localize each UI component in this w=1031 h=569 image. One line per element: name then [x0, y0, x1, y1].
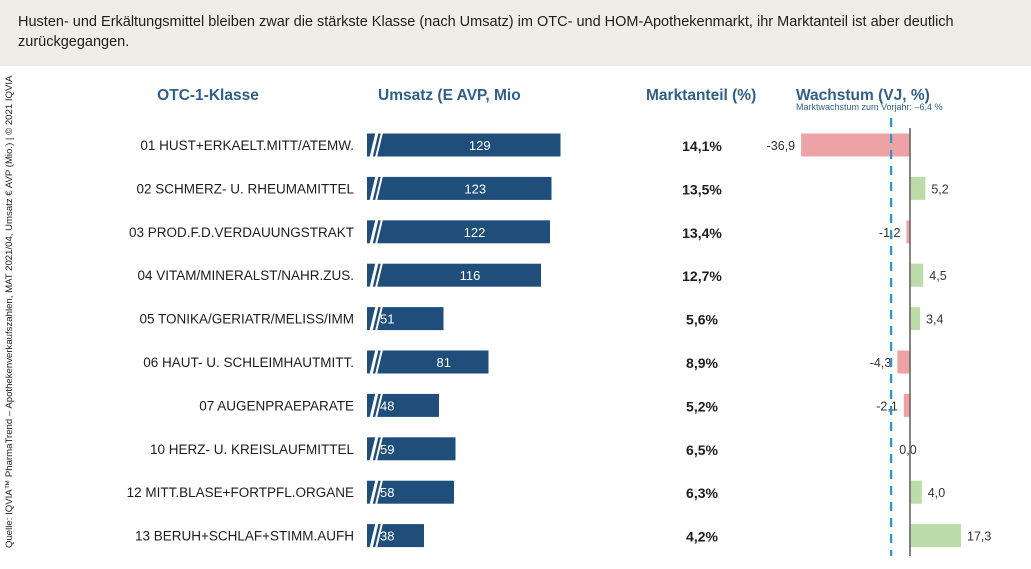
table-row: 05 TONIKA/GERIATR/MELISS/IMM 51 5,6% 3,4	[139, 305, 943, 332]
axis-break-mark	[369, 305, 379, 332]
market-share-value: 5,6%	[686, 312, 718, 328]
market-share-value: 13,5%	[682, 181, 722, 197]
header-share: Marktanteil (%)	[646, 87, 756, 104]
sales-value-label: 48	[380, 398, 394, 413]
category-label: 06 HAUT- U. SCHLEIMHAUTMITT.	[143, 355, 354, 370]
axis-break-mark	[375, 479, 383, 505]
growth-value-label: 5,2	[931, 182, 948, 196]
sales-value-label: 38	[380, 529, 394, 544]
growth-bar	[910, 307, 921, 331]
sales-bar	[367, 133, 561, 157]
axis-break-mark	[369, 435, 379, 462]
table-row: 06 HAUT- U. SCHLEIMHAUTMITT. 81 8,9% -4,3	[143, 349, 910, 375]
growth-bar	[906, 220, 910, 244]
growth-axis	[890, 118, 911, 556]
market-share-value: 8,9%	[686, 355, 718, 371]
table-row: 04 VITAM/MINERALST/NAHR.ZUS. 116 12,7% 4,5	[137, 262, 947, 289]
growth-value-label: -1,2	[879, 226, 901, 240]
market-share-value: 12,7%	[682, 268, 722, 284]
column-headers: OTC-1-Klasse Umsatz (E AVP, Mio Marktant…	[157, 87, 942, 112]
axis-break-mark	[369, 262, 379, 289]
growth-bar	[903, 393, 910, 417]
growth-value-label: 0,0	[899, 443, 916, 457]
category-label: 12 MITT.BLASE+FORTPFL.ORGANE	[127, 485, 354, 500]
sales-value-label: 122	[464, 225, 486, 240]
chart-headline: Husten- und Erkältungsmittel bleiben zwa…	[18, 14, 954, 50]
table-row: 10 HERZ- U. KREISLAUFMITTEL 59 6,5% 0,0	[150, 435, 917, 462]
category-label: 13 BERUH+SCHLAF+STIMM.AUFH	[135, 529, 354, 544]
axis-break-mark	[375, 522, 383, 549]
category-label: 10 HERZ- U. KREISLAUFMITTEL	[150, 442, 355, 457]
sales-bar	[367, 263, 541, 287]
growth-bar	[910, 480, 922, 504]
sales-value-label: 58	[380, 485, 394, 500]
growth-value-label: 4,5	[929, 269, 946, 283]
axis-break-mark	[369, 522, 379, 549]
growth-bar	[897, 350, 910, 374]
sales-value-label: 129	[469, 138, 491, 153]
header-band: Husten- und Erkältungsmittel bleiben zwa…	[0, 0, 1031, 66]
sales-bar	[367, 480, 454, 504]
axis-break-mark	[369, 479, 379, 506]
table-row: 01 HUST+ERKAELT.MITT/ATEMW. 129 14,1% -36,9	[140, 132, 910, 158]
sales-bar	[367, 350, 489, 374]
sales-bar	[367, 307, 444, 331]
market-share-value: 14,1%	[682, 138, 722, 154]
axis-break-mark	[375, 436, 383, 462]
growth-value-label: -4,3	[870, 356, 892, 370]
axis-break-mark	[369, 218, 379, 245]
header-growth: Wachstum (VJ, %)	[796, 87, 930, 104]
growth-value-label: -36,9	[767, 139, 796, 153]
axis-break-mark	[369, 349, 379, 375]
axis-break-mark	[375, 262, 383, 288]
sales-value-label: 123	[464, 181, 486, 196]
market-share-value: 5,2%	[686, 398, 718, 414]
table-row: 02 SCHMERZ- U. RHEUMAMITTEL 123 13,5% 5,2	[136, 175, 949, 202]
market-share-value: 13,4%	[682, 225, 722, 241]
table-row: 13 BERUH+SCHLAF+STIMM.AUFH 38 4,2% 17,3	[135, 522, 991, 549]
header-sales: Umsatz (E AVP, Mio	[378, 87, 521, 104]
market-share-value: 6,3%	[686, 485, 718, 501]
market-share-value: 6,5%	[686, 442, 718, 458]
category-label: 01 HUST+ERKAELT.MITT/ATEMW.	[140, 138, 354, 153]
category-label: 02 SCHMERZ- U. RHEUMAMITTEL	[136, 181, 354, 196]
table-row: 03 PROD.F.D.VERDAUUNGSTRAKT 122 13,4% -1,2	[129, 218, 910, 245]
axis-break-mark	[375, 175, 383, 202]
axis-break-mark	[375, 219, 383, 245]
growth-value-label: -2,1	[876, 399, 898, 413]
category-label: 05 TONIKA/GERIATR/MELISS/IMM	[139, 312, 354, 327]
sales-bar	[367, 220, 550, 244]
axis-break-mark	[375, 305, 383, 332]
header-class: OTC-1-Klasse	[157, 87, 259, 104]
sales-bar	[367, 437, 456, 461]
sales-value-label: 81	[437, 355, 451, 370]
growth-value-label: 3,4	[926, 313, 943, 327]
axis-break-mark	[375, 132, 383, 158]
sales-bar	[367, 393, 439, 417]
chart-rows: 01 HUST+ERKAELT.MITT/ATEMW. 129 14,1% -36,9…	[127, 132, 991, 549]
growth-value-label: 4,0	[928, 486, 945, 500]
sales-value-label: 59	[380, 442, 394, 457]
sales-value-label: 116	[460, 268, 481, 283]
sales-value-label: 51	[380, 312, 394, 327]
category-label: 03 PROD.F.D.VERDAUUNGSTRAKT	[129, 225, 354, 240]
axis-break-mark	[375, 392, 383, 419]
reference-note: Marktwachstum zum Vorjahr: –6,4 %	[796, 102, 943, 112]
axis-break-mark	[375, 349, 383, 375]
table-row: 07 AUGENPRAEPARATE 48 5,2% -2,1	[199, 392, 910, 419]
growth-value-label: 17,3	[967, 530, 991, 544]
category-label: 07 AUGENPRAEPARATE	[199, 398, 354, 413]
growth-bar	[910, 176, 926, 200]
growth-bar	[910, 524, 962, 548]
table-row: 12 MITT.BLASE+FORTPFL.ORGANE 58 6,3% 4,0	[127, 479, 945, 506]
growth-bar	[910, 263, 924, 287]
market-share-value: 4,2%	[686, 529, 718, 545]
axis-break-mark	[369, 132, 379, 158]
growth-bar	[801, 133, 910, 157]
category-label: 04 VITAM/MINERALST/NAHR.ZUS.	[137, 268, 354, 283]
axis-break-mark	[369, 175, 379, 202]
axis-break-mark	[369, 392, 379, 419]
sales-bar	[367, 176, 552, 200]
